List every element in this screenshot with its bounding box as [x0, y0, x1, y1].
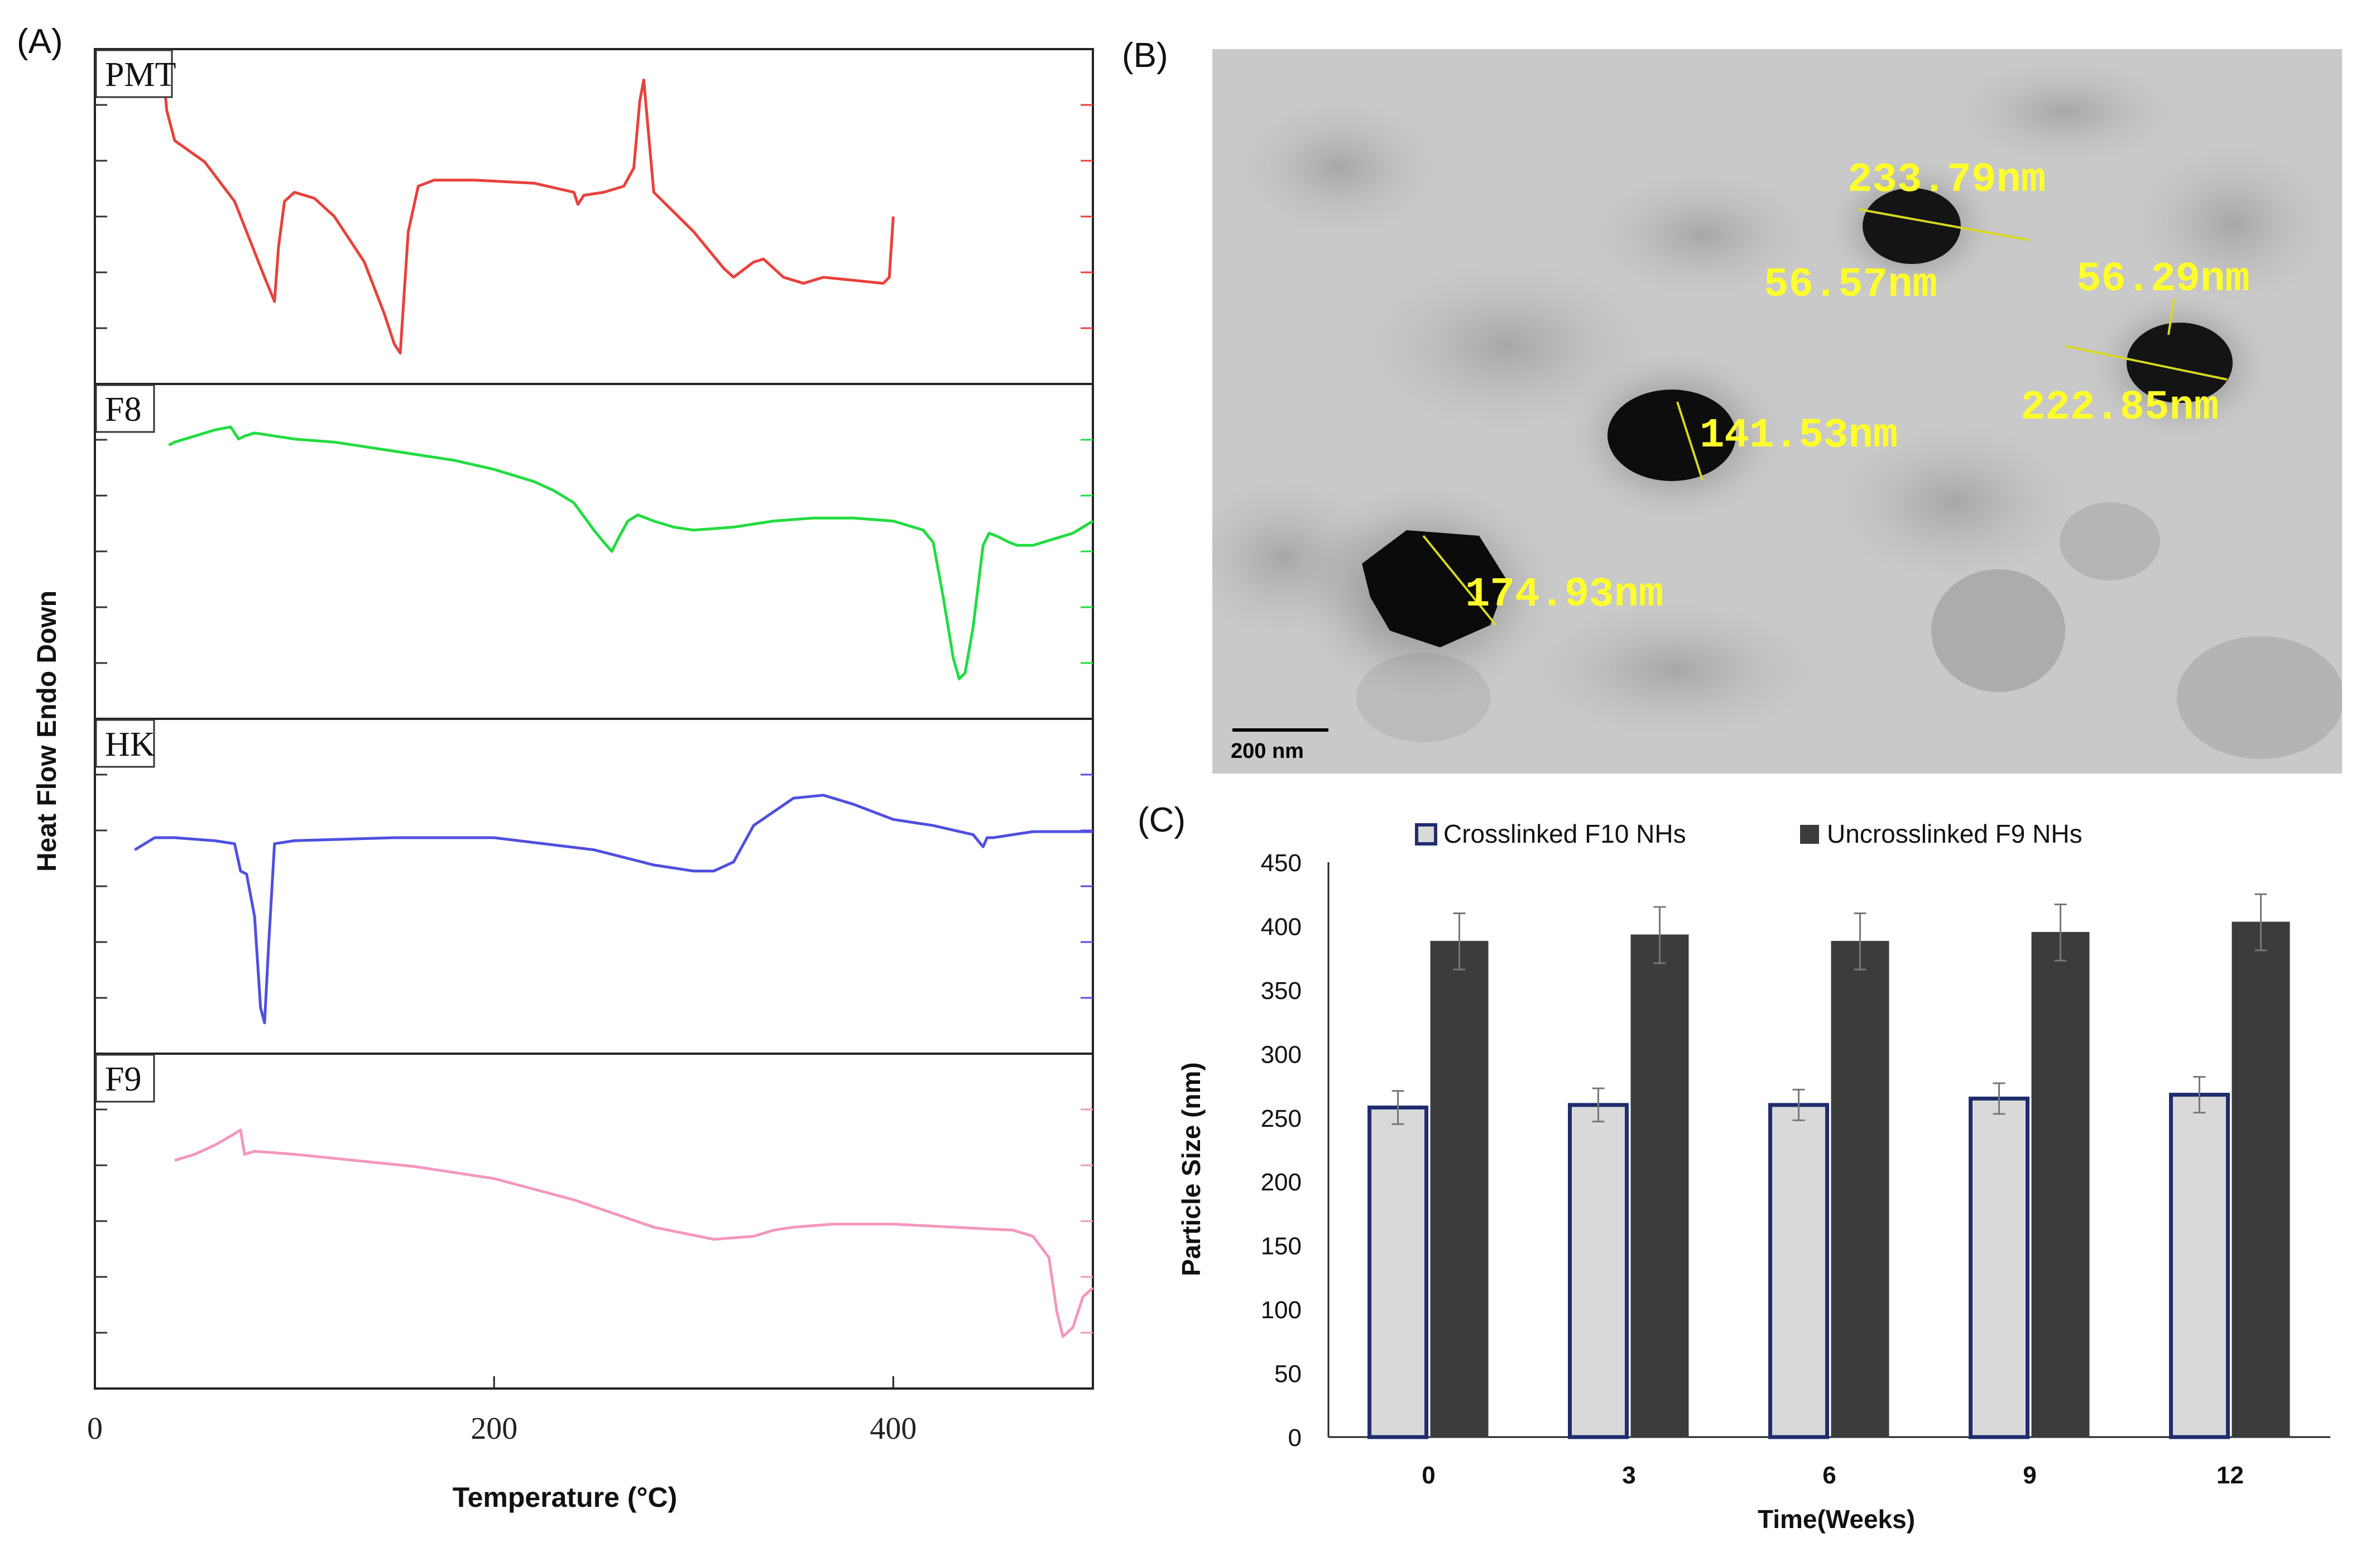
x-tick-label: 400 — [870, 1411, 917, 1446]
x-tick-label: 12 — [2216, 1462, 2244, 1489]
y-axis-label-c: Particle Size (nm) — [1177, 1062, 1206, 1276]
bar-uncrosslinked — [1630, 934, 1689, 1438]
y-tick-label: 250 — [1261, 1105, 1302, 1132]
x-axis-label-c: Time(Weeks) — [1758, 1505, 1915, 1534]
bar-crosslinked — [1568, 1103, 1629, 1439]
x-tick-label: 9 — [2023, 1462, 2036, 1489]
tem-image: 233.79nm 56.57nm 56.29nm 141.53nm 222.85… — [1212, 49, 2342, 774]
legend: Crosslinked F10 NHs Uncrosslinked F9 NHs — [1415, 819, 2082, 848]
bar-uncrosslinked — [1831, 940, 1889, 1438]
measurement-label: 174.93nm — [1465, 571, 1663, 618]
x-tick-label: 3 — [1622, 1462, 1635, 1489]
series-label: HK — [105, 726, 155, 763]
x-tick-label: 200 — [471, 1411, 517, 1446]
bar-uncrosslinked — [2031, 931, 2090, 1438]
dsc-thermograms: PMT F8 HK F9 0 200 400 — [87, 48, 1094, 1446]
measurement-label: 233.79nm — [1848, 157, 2046, 204]
y-tick-label: 450 — [1261, 849, 1302, 877]
measurement-label: 56.57nm — [1764, 262, 1937, 309]
nanoparticle-3 — [1568, 352, 1781, 519]
bar-uncrosslinked — [2232, 921, 2290, 1438]
bar-crosslinked — [2169, 1093, 2230, 1439]
bar-crosslinked — [1969, 1096, 2029, 1439]
series-line-f9 — [174, 1128, 1094, 1338]
series-label-box — [95, 384, 155, 433]
bar-chart: 0 50 100 150 200 250 300 350 400 450 0 3 6 9 12 — [1261, 849, 2330, 1489]
measurement-lines — [1422, 208, 2228, 626]
panel-c: (C) Crosslinked F10 NHs Uncrosslinked F9… — [1138, 801, 2330, 1534]
y-tick-label: 350 — [1261, 977, 1302, 1005]
y-tick-label: 200 — [1261, 1169, 1302, 1196]
series-line-hk — [134, 794, 1093, 1025]
legend-label-uncrosslinked: Uncrosslinked F9 NHs — [1827, 819, 2082, 848]
panel-b: (B) — [1122, 36, 2342, 774]
nanoparticle-2 — [2090, 293, 2269, 438]
legend-label-crosslinked: Crosslinked F10 NHs — [1443, 819, 1686, 848]
scale-bar: 200 nm — [1231, 728, 1328, 763]
measurement-label: 222.85nm — [2021, 385, 2219, 431]
bar-uncrosslinked — [1430, 940, 1489, 1438]
x-axis-label-a: Temperature (°C) — [453, 1482, 677, 1513]
bar-crosslinked — [1768, 1103, 1829, 1439]
panel-a: (A) PMT F8 HK F9 0 200 400 Heat Flow Endo Down… — [17, 22, 1094, 1513]
series-label-box — [95, 49, 173, 98]
nanoparticle-1 — [1828, 159, 1995, 293]
y-tick-label: 150 — [1261, 1233, 1302, 1260]
series-label: PMT — [105, 56, 176, 94]
panel-label-a: (A) — [17, 22, 63, 61]
legend-swatch-crosslinked — [1415, 823, 1437, 846]
y-axis-label-a: Heat Flow Endo Down — [32, 590, 62, 872]
panel-label-c: (C) — [1138, 801, 1186, 839]
series-line-pmt — [161, 64, 895, 355]
series-label-box — [95, 719, 155, 768]
y-tick-label: 50 — [1274, 1361, 1302, 1388]
x-tick-label: 6 — [1822, 1462, 1836, 1489]
y-tick-label: 300 — [1261, 1041, 1302, 1068]
series-label: F9 — [105, 1060, 141, 1098]
tem-texture — [1212, 61, 2342, 759]
y-tick-label: 0 — [1288, 1424, 1302, 1452]
scale-bar-label: 200 nm — [1231, 739, 1304, 763]
measurement-label: 56.29nm — [2076, 256, 2250, 303]
nanoparticle-4 — [1298, 486, 1554, 698]
measurement-label: 141.53nm — [1700, 412, 1898, 459]
panel-label-b: (B) — [1122, 36, 1168, 75]
y-tick-label: 400 — [1261, 913, 1302, 940]
legend-swatch-uncrosslinked — [1800, 825, 1819, 844]
series-label: F8 — [105, 391, 141, 429]
series-line-f8 — [168, 425, 1094, 680]
measurement-labels: 233.79nm 56.57nm 56.29nm 141.53nm 222.85… — [1465, 157, 2250, 618]
y-tick-label: 100 — [1261, 1296, 1302, 1324]
bar-crosslinked — [1367, 1105, 1428, 1439]
x-tick-label: 0 — [1422, 1462, 1435, 1489]
series-label-box — [95, 1054, 155, 1103]
x-tick-label: 0 — [87, 1411, 103, 1446]
